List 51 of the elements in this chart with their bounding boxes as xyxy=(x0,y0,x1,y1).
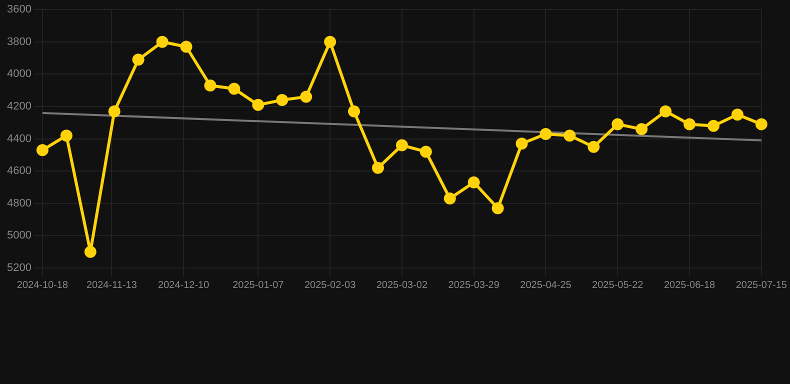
point xyxy=(420,146,432,158)
y-tick-label: 5200 xyxy=(6,262,32,274)
point xyxy=(36,144,48,156)
x-tick-label: 2024-11-13 xyxy=(86,280,138,291)
point xyxy=(108,105,120,118)
point xyxy=(492,202,504,214)
x-tick-label: 2025-05-22 xyxy=(592,280,644,291)
point xyxy=(204,80,216,92)
point xyxy=(228,82,240,95)
point xyxy=(84,246,96,258)
point xyxy=(324,36,336,48)
point xyxy=(468,176,480,188)
point xyxy=(540,128,552,140)
point xyxy=(372,162,384,174)
x-tick-label: 2025-04-25 xyxy=(520,280,572,291)
x-tick-label: 2025-03-02 xyxy=(376,280,428,291)
x-tick-label: 2024-12-10 xyxy=(158,280,210,291)
y-tick-label: 5000 xyxy=(6,230,32,242)
point xyxy=(156,36,168,48)
point xyxy=(612,118,624,130)
y-tick-label: 4000 xyxy=(6,68,32,80)
point xyxy=(252,98,264,111)
point xyxy=(516,138,528,150)
point xyxy=(180,40,192,53)
point xyxy=(684,118,696,130)
x-tick-label: 2025-03-29 xyxy=(448,280,500,291)
x-tick-label: 2024-10-18 xyxy=(16,280,68,291)
y-tick-label: 3800 xyxy=(6,36,32,48)
point xyxy=(444,192,456,205)
point xyxy=(396,139,408,152)
y-tick-label: 4800 xyxy=(6,197,32,210)
point xyxy=(564,130,576,142)
point xyxy=(707,120,720,132)
y-tick-label: 4200 xyxy=(6,100,32,113)
point xyxy=(755,118,768,130)
y-tick-label: 3600 xyxy=(6,4,32,16)
point xyxy=(60,130,72,142)
x-tick-label: 2025-01-07 xyxy=(232,280,284,291)
point xyxy=(636,123,648,136)
point xyxy=(348,105,360,118)
y-tick-label: 4600 xyxy=(6,165,32,178)
point xyxy=(276,94,288,106)
y-tick-label: 4400 xyxy=(6,132,32,145)
x-tick-label: 2025-07-15 xyxy=(736,280,788,291)
point xyxy=(132,54,144,66)
point xyxy=(660,105,672,118)
point xyxy=(731,108,744,121)
point xyxy=(588,140,600,153)
point xyxy=(300,90,312,103)
x-tick-label: 2025-02-03 xyxy=(304,280,356,291)
x-tick-label: 2025-06-18 xyxy=(664,280,716,291)
